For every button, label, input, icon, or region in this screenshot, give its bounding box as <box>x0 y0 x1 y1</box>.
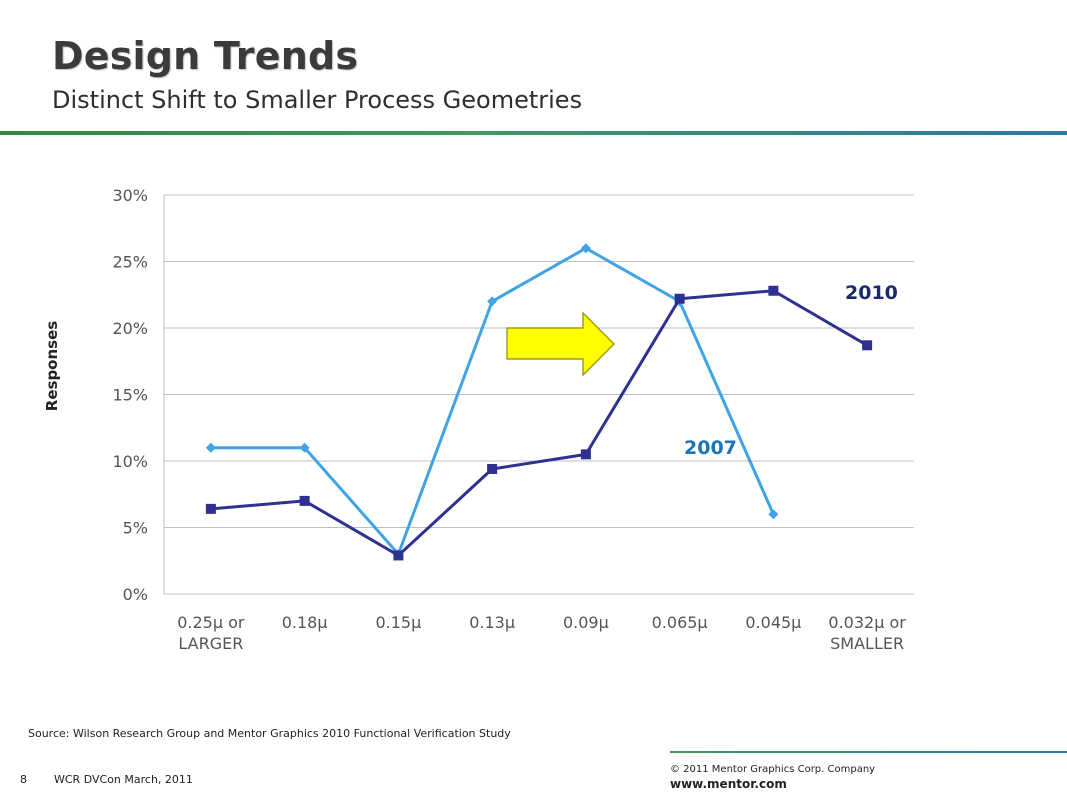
y-tick-label: 0% <box>123 585 148 604</box>
data-point-2007 <box>487 296 498 307</box>
y-tick-label: 15% <box>112 386 148 405</box>
data-point-2007 <box>299 442 310 453</box>
series-label-2007: 2007 <box>684 437 737 459</box>
source-note: Source: Wilson Research Group and Mentor… <box>28 727 511 740</box>
data-point-2010 <box>674 293 685 304</box>
data-point-2010 <box>393 550 404 561</box>
x-tick-label: 0.15μ <box>375 613 421 632</box>
data-point-2010 <box>862 340 873 351</box>
data-point-2010 <box>768 285 779 296</box>
data-point-2010 <box>580 449 591 460</box>
slide-subtitle: Distinct Shift to Smaller Process Geomet… <box>52 86 583 114</box>
series-line-2007 <box>210 246 775 556</box>
x-tick-label: 0.09μ <box>563 613 609 632</box>
y-axis-title: Responses <box>43 321 61 411</box>
x-tick-label: 0.045μ <box>745 613 801 632</box>
y-tick-label: 30% <box>112 186 148 205</box>
x-tick-label: SMALLER <box>830 634 904 653</box>
data-point-2010 <box>299 495 310 506</box>
y-tick-label: 10% <box>112 452 148 471</box>
series-line-2010 <box>210 289 868 557</box>
website-link[interactable]: www.mentor.com <box>670 777 787 791</box>
y-tick-label: 5% <box>123 519 148 538</box>
y-tick-label: 20% <box>112 319 148 338</box>
trend-arrow-icon <box>506 311 615 377</box>
data-point-2010 <box>205 503 216 514</box>
series-label-2010: 2010 <box>845 282 898 304</box>
header-divider <box>0 131 1067 135</box>
x-tick-label: 0.18μ <box>282 613 328 632</box>
line-chart: 0% 5% 10% 15% 20% 25% 30% Responses 0.25μ or LARG… <box>43 186 914 653</box>
data-point-2007 <box>205 442 216 453</box>
x-tick-label: 0.25μ or <box>177 613 245 632</box>
copyright-text: © 2011 Mentor Graphics Corp. Company <box>670 764 876 775</box>
x-tick-label: 0.065μ <box>652 613 708 632</box>
data-point-2007 <box>768 509 779 520</box>
x-tick-label: 0.13μ <box>469 613 515 632</box>
event-label: WCR DVCon March, 2011 <box>54 773 193 786</box>
data-point-2007 <box>580 243 591 254</box>
page-number: 8 <box>20 773 27 786</box>
data-point-2010 <box>487 463 498 474</box>
footer-divider <box>670 751 1067 753</box>
x-tick-label: 0.032μ or <box>828 613 906 632</box>
y-tick-label: 25% <box>112 253 148 272</box>
x-tick-label: LARGER <box>178 634 243 653</box>
slide-title: Design Trends <box>52 34 359 78</box>
